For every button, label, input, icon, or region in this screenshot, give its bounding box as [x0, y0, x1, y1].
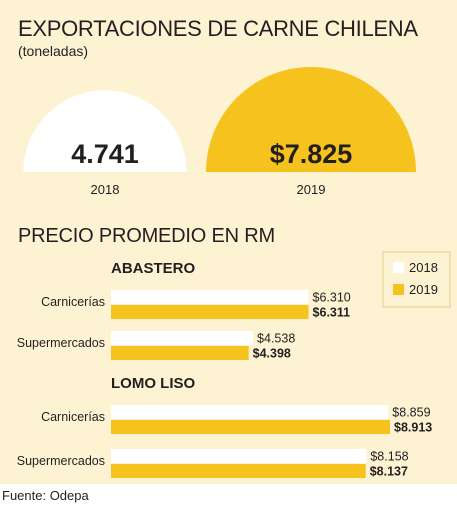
- bar-2018: [111, 331, 254, 345]
- category-label: Supermercados: [17, 336, 105, 350]
- category-label: Carnicerías: [41, 295, 105, 309]
- legend-label-2019: 2019: [409, 282, 438, 297]
- bar-2018: [111, 405, 389, 419]
- bar-2019: [111, 305, 309, 319]
- bar-value-label: $6.310: [313, 291, 351, 305]
- semicircle-value-2018: 4.741: [71, 139, 139, 169]
- bar-value-label: $6.311: [313, 306, 351, 320]
- chart-subtitle: (toneladas): [18, 43, 89, 59]
- semicircle-2018: [23, 90, 187, 172]
- bar-2018: [111, 290, 309, 304]
- bar-value-label: $8.859: [392, 406, 430, 420]
- legend-box: [382, 251, 451, 308]
- bar-value-label: $8.137: [370, 465, 408, 479]
- infographic-panel: [0, 0, 457, 484]
- bar-2018: [111, 449, 367, 463]
- legend-swatch-2018: [393, 262, 404, 273]
- bar-2019: [111, 346, 249, 360]
- legend-swatch-2019: [393, 284, 404, 295]
- semicircle-value-2019: $7.825: [270, 139, 353, 169]
- section-title: PRECIO PROMEDIO EN RM: [18, 225, 275, 247]
- category-label: Supermercados: [17, 454, 105, 468]
- bar-value-label: $4.398: [253, 347, 291, 361]
- chart-canvas: 4.741 2018 $7.825 2019 ABASTERO Carnicerías $6…: [17, 67, 451, 479]
- semicircle-2019: [206, 67, 416, 172]
- bar-2019: [111, 464, 366, 478]
- legend-label-2018: 2018: [409, 260, 438, 275]
- bar-value-label: $8.913: [394, 421, 432, 435]
- category-label: Carnicerías: [41, 410, 105, 424]
- bar-2019: [111, 420, 390, 434]
- bar-value-label: $8.158: [370, 450, 408, 464]
- semicircle-year-2018: 2018: [91, 182, 120, 197]
- semicircle-year-2019: 2019: [297, 182, 326, 197]
- source-footer: Fuente: Odepa: [2, 488, 89, 503]
- chart-title: EXPORTACIONES DE CARNE CHILENA: [18, 16, 418, 41]
- group-header: ABASTERO: [111, 260, 196, 277]
- bar-value-label: $4.538: [257, 332, 295, 346]
- group-header: LOMO LISO: [111, 375, 195, 392]
